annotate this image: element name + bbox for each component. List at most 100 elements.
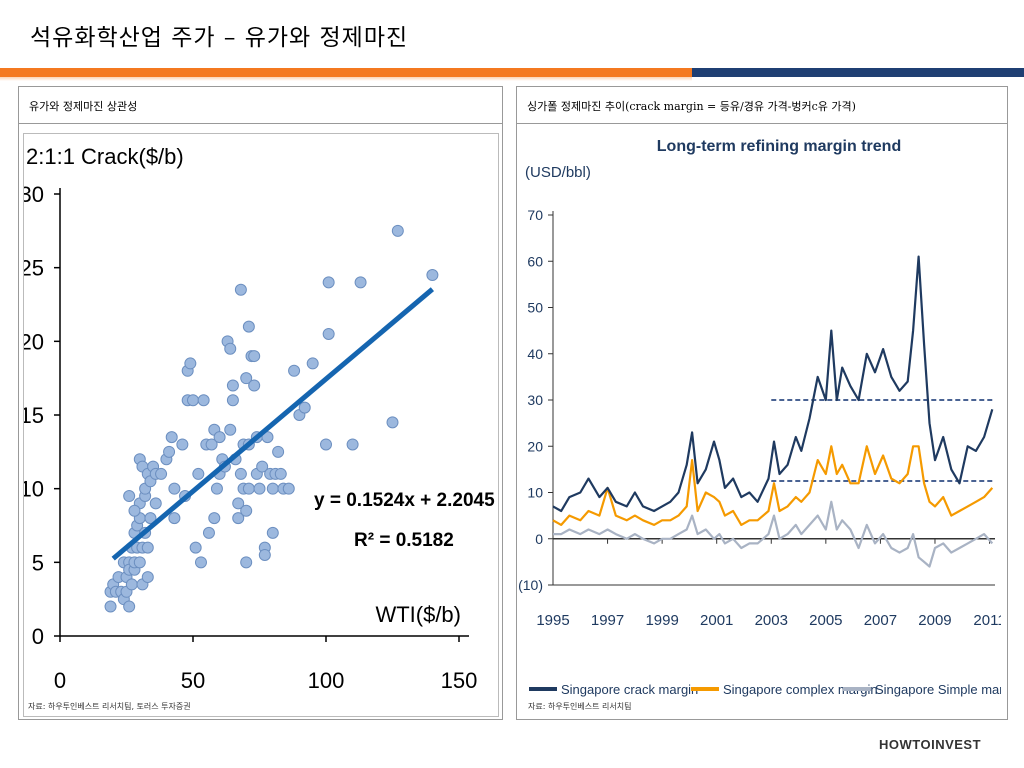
scatter-point — [274, 467, 287, 480]
scatter-point — [104, 600, 117, 613]
y-axis-unit: (USD/bbl) — [525, 164, 591, 181]
y-tick-label: 20 — [24, 329, 44, 354]
scatter-point — [224, 342, 237, 355]
scatter-point — [288, 364, 301, 377]
scatter-point — [256, 460, 269, 473]
scatter-point — [155, 467, 168, 480]
scatter-point — [125, 578, 138, 591]
scatter-point — [213, 431, 226, 444]
x-tick-label: 2001 — [700, 612, 733, 629]
scatter-point — [187, 394, 199, 407]
series-line — [552, 445, 994, 526]
scatter-point — [391, 224, 404, 237]
r-squared-label: R² = 0.5182 — [354, 530, 454, 551]
scatter-chart-box: 2:1:1 Crack($/b) 0 5 10 15 20 25 30 0 50 100 150 WTI… — [23, 133, 499, 717]
scatter-point — [320, 438, 332, 451]
line-chart: Long-term refining margin trend (USD/bbl)… — [519, 138, 1001, 697]
right-source-note: 자료: 하우투인베스트 리서치팀 — [528, 702, 632, 711]
regression-equation: y = 0.1524x + 2.2045 — [314, 490, 495, 511]
scatter-point — [298, 401, 311, 414]
line-chart-box: Long-term refining margin trend (USD/bbl)… — [519, 133, 1001, 703]
legend-label: Singapore complex margin — [723, 682, 878, 697]
scatter-point — [253, 482, 266, 495]
scatter-point — [141, 571, 154, 584]
left-source-note: 자료: 하우투인베스트 리서치팀, 토러스 투자증권 — [28, 702, 191, 711]
scatter-point — [258, 548, 271, 561]
margin-trend-panel-header: 싱가폴 정제마진 추이(crack margin = 등유/경유 가격-벙커c유… — [517, 87, 1007, 124]
orange-accent-band — [0, 68, 692, 77]
scatter-point — [234, 467, 247, 480]
trend-line — [111, 287, 435, 561]
x-tick-label: 2005 — [809, 612, 842, 629]
scatter-point — [240, 504, 253, 517]
y-tick-label: 50 — [527, 300, 543, 316]
scatter-point — [163, 445, 176, 458]
y-tick-label: 30 — [24, 182, 44, 207]
scatter-point — [168, 482, 181, 495]
scatter-point — [240, 556, 253, 569]
scatter-point — [192, 467, 205, 480]
x-tick-label: 0 — [54, 668, 66, 693]
scatter-point — [426, 269, 439, 282]
scatter-point — [248, 379, 261, 392]
scatter-chart: 2:1:1 Crack($/b) 0 5 10 15 20 25 30 0 50 100 150 WTI… — [24, 144, 495, 693]
scatter-point — [123, 490, 136, 503]
y-tick-label: 40 — [527, 346, 543, 362]
y-tick-label: 0 — [535, 531, 543, 547]
scatter-point — [232, 512, 245, 525]
scatter-point — [176, 438, 189, 451]
x-tick-label: 1999 — [645, 612, 678, 629]
scatter-point — [123, 600, 136, 613]
scatter-point — [242, 482, 255, 495]
scatter-point — [226, 394, 239, 407]
scatter-point — [189, 541, 202, 554]
margin-trend-panel: 싱가폴 정제마진 추이(crack margin = 등유/경유 가격-벙커c유… — [516, 86, 1008, 720]
band-shadow — [0, 77, 692, 81]
scatter-point — [306, 357, 319, 370]
scatter-point — [141, 541, 154, 554]
y-tick-label: 25 — [24, 256, 44, 281]
scatter-point — [322, 276, 335, 289]
y-tick-label: 70 — [527, 207, 543, 223]
y-tick-label: 60 — [527, 253, 543, 269]
slide-title: 석유화학산업 주가 – 유가와 정제마진 — [30, 25, 409, 51]
y-tick-label: (10) — [519, 577, 543, 593]
y-tick-label: 5 — [32, 550, 44, 575]
scatter-point — [197, 394, 210, 407]
scatter-point — [282, 482, 295, 495]
margin-trend-panel-title: 싱가폴 정제마진 추이(crack margin = 등유/경유 가격-벙커c유… — [527, 100, 856, 113]
scatter-point — [208, 512, 221, 525]
scatter-point — [210, 482, 223, 495]
legend-label: Singapore crack margin — [561, 682, 698, 697]
chart-title: Long-term refining margin trend — [657, 138, 901, 155]
scatter-point — [144, 512, 157, 525]
correlation-panel: 유가와 정제마진 상관성 2:1:1 Crack($/b) 0 5 10 15 20 25 3… — [18, 86, 503, 720]
series-line — [553, 500, 994, 568]
correlation-panel-header: 유가와 정제마진 상관성 — [19, 87, 502, 124]
correlation-panel-title: 유가와 정제마진 상관성 — [29, 100, 138, 113]
x-tick-label: 2009 — [918, 612, 951, 629]
legend-label: Singapore Simple margin — [875, 682, 1001, 697]
x-tick-label: 50 — [181, 668, 205, 693]
scatter-point — [322, 327, 335, 340]
navy-accent-band — [692, 68, 1024, 77]
series-line — [552, 255, 994, 513]
scatter-point — [354, 276, 367, 289]
scatter-point — [272, 445, 285, 458]
x-axis-label: WTI($/b) — [375, 602, 461, 627]
scatter-point — [194, 556, 207, 569]
scatter-point — [224, 423, 237, 436]
scatter-point — [149, 497, 162, 510]
scatter-point — [266, 526, 279, 539]
y-tick-label: 0 — [32, 624, 44, 649]
y-tick-label: 10 — [527, 485, 543, 501]
x-tick-label: 2003 — [755, 612, 788, 629]
scatter-point — [232, 497, 245, 510]
scatter-point — [346, 438, 359, 451]
scatter-point — [168, 512, 181, 525]
scatter-point — [128, 504, 141, 517]
scatter-point — [184, 357, 197, 370]
scatter-point — [234, 283, 247, 296]
x-tick-label: 2011 — [973, 612, 1001, 629]
brand-logo: HOWTOINVEST — [879, 737, 982, 752]
